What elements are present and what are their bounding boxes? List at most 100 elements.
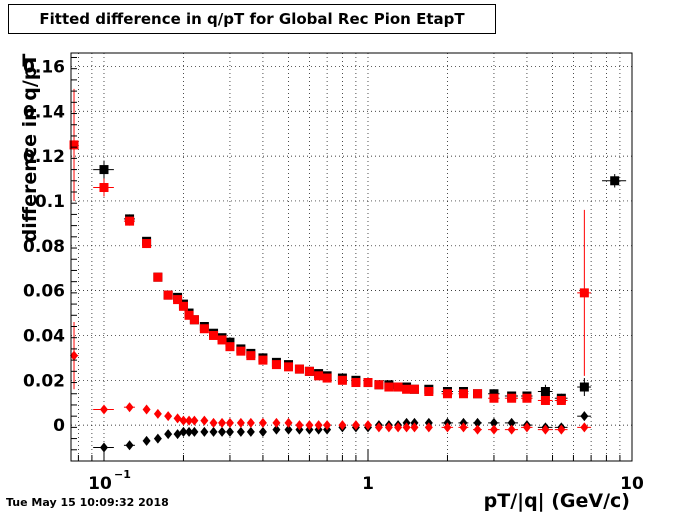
data-point-diamond (489, 424, 498, 435)
data-point-square (189, 315, 199, 325)
data-point-diamond (507, 417, 516, 428)
data-point-diamond (580, 411, 589, 422)
data-point-square (610, 176, 620, 186)
data-point-diamond (402, 422, 411, 433)
data-point-diamond (99, 442, 108, 453)
data-point-square (236, 346, 246, 356)
data-point-square (314, 371, 324, 381)
data-point-square (209, 330, 219, 340)
data-point-square (351, 378, 361, 388)
data-point-diamond (190, 426, 199, 437)
data-point-diamond (185, 415, 194, 426)
data-point-square (125, 216, 135, 226)
data-point-diamond (142, 404, 151, 415)
data-point-diamond (314, 420, 323, 431)
data-point-square (442, 389, 452, 399)
data-point-square (153, 272, 163, 282)
data-point-square (322, 373, 332, 383)
data-point-square (217, 335, 227, 345)
data-point-diamond (410, 422, 419, 433)
data-point-square (99, 183, 109, 193)
x-tick-label: 10 (88, 474, 112, 494)
data-point-square (284, 362, 294, 372)
data-point-square (69, 140, 79, 150)
data-point-diamond (153, 433, 162, 444)
data-point-diamond (541, 424, 550, 435)
data-point-square (173, 295, 183, 305)
data-point-diamond (200, 415, 209, 426)
data-point-diamond (209, 426, 218, 437)
data-point-square (489, 393, 499, 403)
data-point-square (540, 387, 550, 397)
data-point-diamond (70, 350, 79, 361)
data-point-diamond (580, 422, 589, 433)
data-point-diamond (363, 420, 372, 431)
data-point-square (540, 395, 550, 405)
data-point-diamond (374, 422, 383, 433)
data-point-square (294, 364, 304, 374)
data-point-square (142, 239, 152, 249)
data-point-square (337, 375, 347, 385)
data-point-diamond (258, 426, 267, 437)
data-point-diamond (507, 424, 516, 435)
data-point-diamond (323, 420, 332, 431)
data-point-diamond (459, 422, 468, 433)
data-point-diamond (351, 420, 360, 431)
data-point-diamond (173, 413, 182, 424)
y-tick-label: 0.08 (23, 237, 65, 257)
data-point-diamond (284, 417, 293, 428)
data-point-diamond (218, 426, 227, 437)
data-point-diamond (225, 426, 234, 437)
data-point-square (363, 378, 373, 388)
data-point-diamond (209, 417, 218, 428)
x-tick-label-exponent: −1 (114, 468, 131, 481)
data-point-diamond (236, 417, 245, 428)
data-point-diamond (190, 415, 199, 426)
data-point-diamond (258, 417, 267, 428)
y-tick-label: 0.12 (23, 147, 65, 167)
data-point-diamond (295, 420, 304, 431)
y-tick-label: 0.1 (35, 192, 65, 212)
data-point-square (246, 351, 256, 361)
data-point-diamond (179, 415, 188, 426)
data-point-diamond (246, 417, 255, 428)
plot-frame (70, 52, 633, 462)
data-point-diamond (272, 417, 281, 428)
data-point-diamond (246, 426, 255, 437)
data-point-diamond (236, 426, 245, 437)
data-point-diamond (173, 429, 182, 440)
timestamp: Tue May 15 10:09:32 2018 (6, 496, 169, 509)
data-point-diamond (284, 424, 293, 435)
data-point-diamond (473, 424, 482, 435)
data-point-diamond (272, 424, 281, 435)
data-point-diamond (305, 420, 314, 431)
y-tick-label: 0.16 (23, 57, 65, 77)
data-point-diamond (200, 426, 209, 437)
data-point-diamond (338, 420, 347, 431)
y-tick-label: 0.06 (23, 282, 65, 302)
data-point-square (473, 389, 483, 399)
data-point-square (424, 387, 434, 397)
data-point-square (507, 393, 517, 403)
data-point-square (579, 288, 589, 298)
y-tick-label: 0.02 (23, 371, 65, 391)
data-point-square (271, 360, 281, 370)
data-point-square (556, 395, 566, 405)
data-point-diamond (473, 417, 482, 428)
data-point-diamond (125, 440, 134, 451)
data-point-diamond (225, 417, 234, 428)
data-point-square (409, 384, 419, 394)
data-point-diamond (179, 426, 188, 437)
x-tick-label: 1 (362, 474, 374, 494)
data-point-square (393, 382, 403, 392)
data-point-diamond (153, 408, 162, 419)
data-point-diamond (489, 417, 498, 428)
y-tick-label: 0.04 (23, 326, 65, 346)
chart-title: Fitted difference in q/pT for Global Rec… (8, 4, 496, 34)
data-point-diamond (185, 426, 194, 437)
y-axis-label: difference in q/pT (19, 53, 41, 243)
data-point-diamond (99, 404, 108, 415)
data-point-diamond (424, 422, 433, 433)
